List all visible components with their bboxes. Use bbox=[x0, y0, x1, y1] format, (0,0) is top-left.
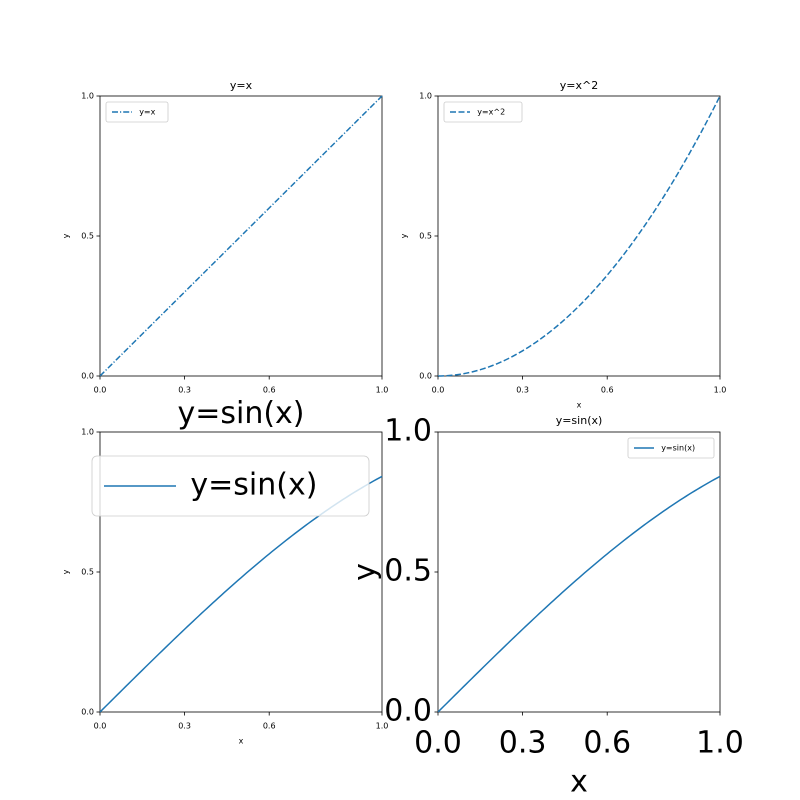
y-tick-label: 1.0 bbox=[81, 428, 94, 437]
x-tick-label: 1.0 bbox=[376, 386, 389, 395]
y-tick-label: 0.0 bbox=[384, 694, 432, 729]
series-line bbox=[99, 95, 383, 377]
x-tick-label: 0.3 bbox=[499, 726, 547, 761]
series-line bbox=[437, 475, 721, 713]
y-axis-label: y bbox=[62, 569, 71, 574]
legend-box bbox=[91, 455, 370, 517]
y-tick-label: 0.5 bbox=[81, 568, 94, 577]
x-axis-label: x bbox=[570, 765, 588, 800]
legend: y=x bbox=[105, 101, 169, 123]
chart-title: y=x^2 bbox=[560, 79, 598, 92]
x-axis-label: x bbox=[239, 737, 244, 746]
legend-label: y=x^2 bbox=[477, 108, 505, 117]
x-tick-label: 0.6 bbox=[263, 722, 276, 731]
x-tick-label: 0.0 bbox=[432, 386, 445, 395]
x-tick-label: 0.3 bbox=[178, 386, 191, 395]
y-tick-label: 0.0 bbox=[419, 372, 432, 381]
x-axis-label: x bbox=[577, 401, 582, 410]
legend-box bbox=[627, 437, 715, 459]
y-axis-label: y bbox=[348, 563, 383, 581]
x-tick-label: 0.6 bbox=[263, 386, 276, 395]
x-tick-label: 1.0 bbox=[714, 386, 727, 395]
y-tick-label: 0.0 bbox=[81, 708, 94, 717]
series-line bbox=[437, 95, 721, 377]
x-tick-label: 0.0 bbox=[414, 726, 462, 761]
y-tick-label: 1.0 bbox=[384, 414, 432, 449]
y-axis-label: y bbox=[400, 233, 409, 238]
legend-label: y=x bbox=[139, 108, 155, 117]
subplot-4: 0.0 0.3 0.6 1.00.00.51.0 y=sin(x)xyy=sin(x) bbox=[348, 414, 744, 800]
y-tick-label: 1.0 bbox=[419, 92, 432, 101]
x-tick-label: 0.0 bbox=[94, 722, 107, 731]
axes-frame bbox=[437, 95, 721, 377]
x-tick-label: 0.3 bbox=[178, 722, 191, 731]
legend: y=sin(x) bbox=[627, 437, 715, 459]
y-tick-label: 1.0 bbox=[81, 92, 94, 101]
chart-title: y=sin(x) bbox=[556, 414, 603, 427]
x-tick-label: 0.6 bbox=[583, 726, 631, 761]
legend: y=sin(x) bbox=[91, 455, 370, 517]
x-tick-label: 0.3 bbox=[516, 386, 529, 395]
legend-box bbox=[443, 101, 523, 123]
y-tick-label: 0.5 bbox=[384, 554, 432, 589]
chart-title: y=x bbox=[230, 79, 253, 92]
legend-box bbox=[105, 101, 169, 123]
subplot-1: 0.0 0.3 0.6 1.0 0.0 0.5 1.0 y=x y y=x bbox=[62, 79, 389, 395]
y-tick-label: 0.5 bbox=[419, 232, 432, 241]
y-axis-label: y bbox=[62, 233, 71, 238]
x-tick-label: 0.6 bbox=[601, 386, 614, 395]
y-tick-label: 0.0 bbox=[81, 372, 94, 381]
legend: y=x^2 bbox=[443, 101, 523, 123]
legend-label: y=sin(x) bbox=[190, 468, 317, 503]
x-tick-label: 1.0 bbox=[376, 722, 389, 731]
subplot-3: 0.0 0.3 0.6 1.0 0.0 0.5 1.0 y=sin(x) x y y=sin(x) bbox=[62, 396, 389, 746]
chart-title: y=sin(x) bbox=[177, 396, 304, 431]
x-tick-label: 1.0 bbox=[696, 726, 744, 761]
y-tick-label: 0.5 bbox=[81, 232, 94, 241]
subplot-2: 0.0 0.3 0.6 1.0 0.0 0.5 1.0 y=x^2 x y y=x^2 bbox=[400, 79, 727, 410]
x-tick-label: 0.0 bbox=[94, 386, 107, 395]
legend-label: y=sin(x) bbox=[661, 444, 695, 453]
